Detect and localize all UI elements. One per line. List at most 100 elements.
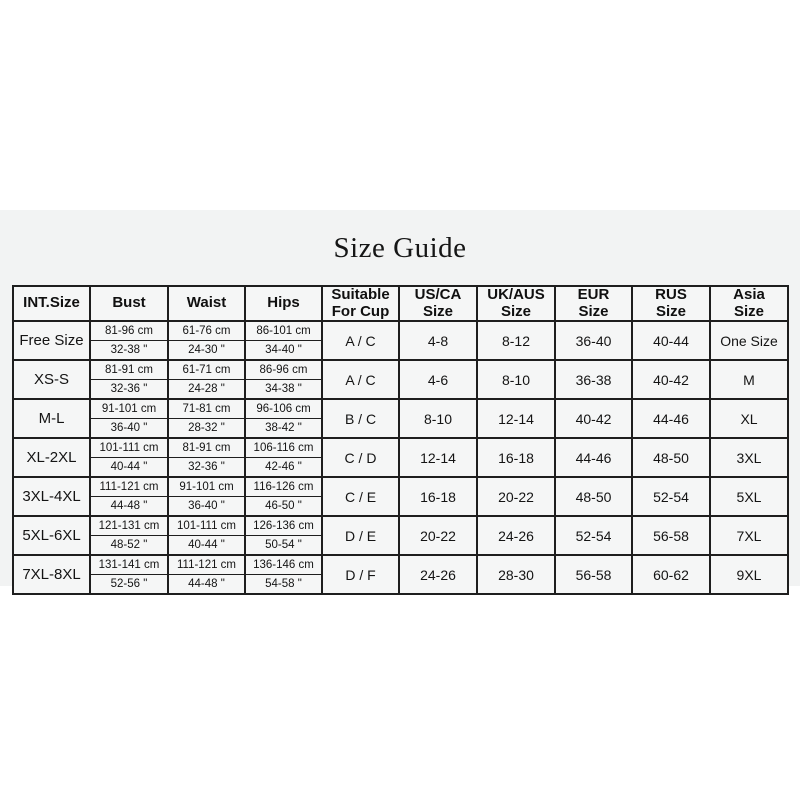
col-header-bust: Bust <box>89 285 169 322</box>
bust-cm-cell: 101-111 cm <box>89 437 169 458</box>
size-row-inch: 48-52 " 40-44 " 50-54 " <box>13 535 788 556</box>
eur-cell: 36-38 <box>554 359 633 400</box>
waist-in-cell: 44-48 " <box>167 574 246 595</box>
size-row-cm: 5XL-6XL 121-131 cm 101-111 cm 126-136 cm… <box>12 515 789 556</box>
int-size-cell: XS-S <box>12 359 91 400</box>
bust-in-cell: 48-52 " <box>89 535 169 556</box>
col-header-hips: Hips <box>244 285 323 322</box>
int-size-cell: XL-2XL <box>12 437 91 478</box>
eur-cell: 40-42 <box>554 398 633 439</box>
us-ca-cell: 16-18 <box>398 476 478 517</box>
header-row: INT.Size Bust Waist Hips Suitable For Cu… <box>12 285 789 322</box>
hips-in-cell: 50-54 " <box>244 535 323 556</box>
hips-cm-cell: 126-136 cm <box>244 515 323 536</box>
size-guide-panel: Size Guide INT.Size Bust Waist Hips Suit… <box>0 210 800 595</box>
asia-cell: One Size <box>709 320 789 361</box>
us-ca-cell: 4-6 <box>398 359 478 400</box>
us-ca-cell: 12-14 <box>398 437 478 478</box>
waist-cm-cell: 81-91 cm <box>167 437 246 458</box>
size-guide-table: INT.Size Bust Waist Hips Suitable For Cu… <box>12 285 789 595</box>
waist-in-cell: 24-28 " <box>167 379 246 400</box>
size-row-inch: 44-48 " 36-40 " 46-50 " <box>13 496 788 517</box>
bust-in-cell: 52-56 " <box>89 574 169 595</box>
eur-cell: 36-40 <box>554 320 633 361</box>
asia-cell: 5XL <box>709 476 789 517</box>
hips-cm-cell: 86-96 cm <box>244 359 323 380</box>
asia-cell: 3XL <box>709 437 789 478</box>
asia-cell: 9XL <box>709 554 789 595</box>
int-size-cell: M-L <box>12 398 91 439</box>
waist-cm-cell: 61-76 cm <box>167 320 246 341</box>
col-header-us-ca: US/CA Size <box>398 285 478 322</box>
int-size-cell: 7XL-8XL <box>12 554 91 595</box>
col-header-waist: Waist <box>167 285 246 322</box>
waist-in-cell: 40-44 " <box>167 535 246 556</box>
bust-cm-cell: 81-96 cm <box>89 320 169 341</box>
us-ca-cell: 24-26 <box>398 554 478 595</box>
uk-aus-cell: 16-18 <box>476 437 556 478</box>
size-row-cm: XS-S 81-91 cm 61-71 cm 86-96 cm A / C 4-… <box>12 359 789 400</box>
bust-in-cell: 32-36 " <box>89 379 169 400</box>
cup-cell: D / E <box>321 515 400 556</box>
int-size-cell: 3XL-4XL <box>12 476 91 517</box>
cup-cell: C / D <box>321 437 400 478</box>
hips-in-cell: 42-46 " <box>244 457 323 478</box>
uk-aus-cell: 24-26 <box>476 515 556 556</box>
uk-aus-cell: 28-30 <box>476 554 556 595</box>
cup-cell: B / C <box>321 398 400 439</box>
rus-cell: 60-62 <box>631 554 711 595</box>
cup-cell: D / F <box>321 554 400 595</box>
page-title: Size Guide <box>333 232 467 264</box>
waist-in-cell: 36-40 " <box>167 496 246 517</box>
bust-cm-cell: 131-141 cm <box>89 554 169 575</box>
bust-cm-cell: 91-101 cm <box>89 398 169 419</box>
hips-in-cell: 34-40 " <box>244 340 323 361</box>
size-row-cm: 3XL-4XL 111-121 cm 91-101 cm 116-126 cm … <box>12 476 789 517</box>
us-ca-cell: 4-8 <box>398 320 478 361</box>
col-header-asia: Asia Size <box>709 285 789 322</box>
bust-in-cell: 40-44 " <box>89 457 169 478</box>
cup-cell: A / C <box>321 359 400 400</box>
size-row-cm: 7XL-8XL 131-141 cm 111-121 cm 136-146 cm… <box>12 554 789 595</box>
uk-aus-cell: 8-10 <box>476 359 556 400</box>
rus-cell: 48-50 <box>631 437 711 478</box>
hips-in-cell: 38-42 " <box>244 418 323 439</box>
waist-cm-cell: 101-111 cm <box>167 515 246 536</box>
us-ca-cell: 8-10 <box>398 398 478 439</box>
col-header-uk-aus: UK/AUS Size <box>476 285 556 322</box>
uk-aus-cell: 8-12 <box>476 320 556 361</box>
waist-in-cell: 28-32 " <box>167 418 246 439</box>
size-row-cm: M-L 91-101 cm 71-81 cm 96-106 cm B / C 8… <box>12 398 789 439</box>
rus-cell: 40-42 <box>631 359 711 400</box>
waist-cm-cell: 111-121 cm <box>167 554 246 575</box>
int-size-cell: 5XL-6XL <box>12 515 91 556</box>
eur-cell: 48-50 <box>554 476 633 517</box>
bust-in-cell: 32-38 " <box>89 340 169 361</box>
rus-cell: 52-54 <box>631 476 711 517</box>
bust-in-cell: 36-40 " <box>89 418 169 439</box>
int-size-cell: Free Size <box>12 320 91 361</box>
waist-in-cell: 32-36 " <box>167 457 246 478</box>
asia-cell: XL <box>709 398 789 439</box>
rus-cell: 40-44 <box>631 320 711 361</box>
waist-cm-cell: 91-101 cm <box>167 476 246 497</box>
bust-cm-cell: 121-131 cm <box>89 515 169 536</box>
cup-cell: A / C <box>321 320 400 361</box>
eur-cell: 52-54 <box>554 515 633 556</box>
eur-cell: 56-58 <box>554 554 633 595</box>
us-ca-cell: 20-22 <box>398 515 478 556</box>
size-row-cm: Free Size 81-96 cm 61-76 cm 86-101 cm A … <box>12 320 789 361</box>
bust-in-cell: 44-48 " <box>89 496 169 517</box>
waist-in-cell: 24-30 " <box>167 340 246 361</box>
waist-cm-cell: 71-81 cm <box>167 398 246 419</box>
hips-cm-cell: 116-126 cm <box>244 476 323 497</box>
bust-cm-cell: 81-91 cm <box>89 359 169 380</box>
col-header-eur: EUR Size <box>554 285 633 322</box>
hips-in-cell: 34-38 " <box>244 379 323 400</box>
size-row-cm: XL-2XL 101-111 cm 81-91 cm 106-116 cm C … <box>12 437 789 478</box>
hips-cm-cell: 136-146 cm <box>244 554 323 575</box>
hips-cm-cell: 106-116 cm <box>244 437 323 458</box>
bust-cm-cell: 111-121 cm <box>89 476 169 497</box>
col-header-int-size: INT.Size <box>12 285 91 322</box>
